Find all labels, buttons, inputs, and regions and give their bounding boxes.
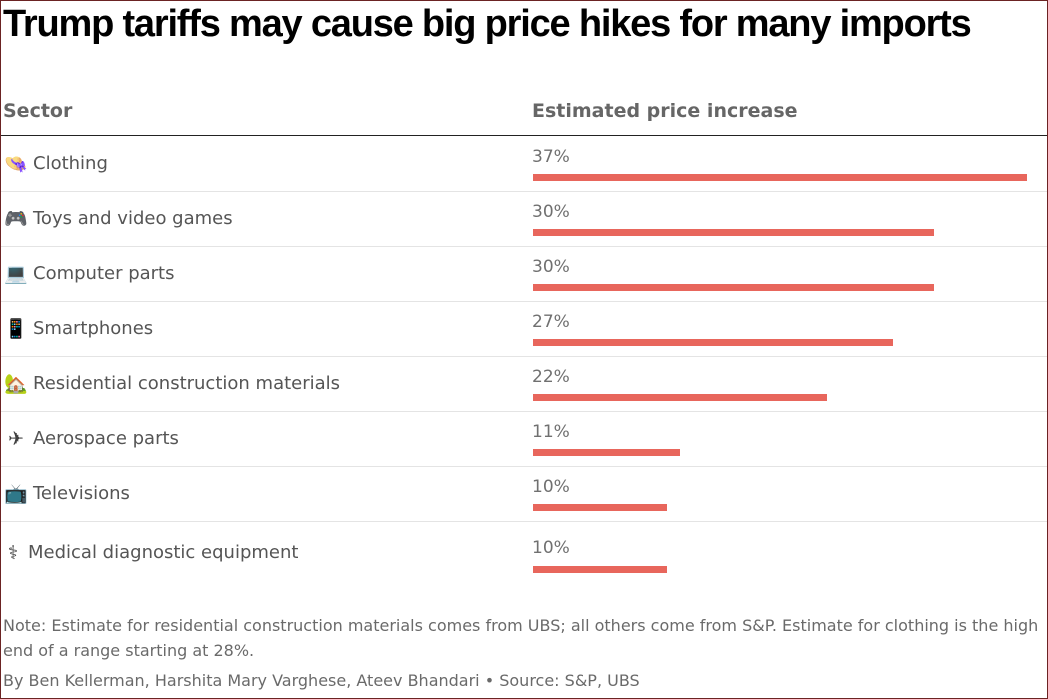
value-label: 22% (532, 367, 570, 387)
bar-row: ✈ Aerospace parts 11% (1, 412, 1047, 467)
column-header-sector: Sector (3, 100, 73, 122)
value-label: 30% (532, 202, 570, 222)
house-icon: 🏡 (4, 373, 28, 395)
stethoscope-icon: ⚕ (7, 542, 19, 564)
bar-row: 💻 Computer parts 30% (1, 247, 1047, 302)
value-label: 10% (532, 477, 570, 497)
airplane-icon: ✈ (8, 428, 24, 450)
chart-note: Note: Estimate for residential construct… (3, 616, 1039, 660)
bar-row: 📱 Smartphones 27% (1, 302, 1047, 357)
bar (533, 449, 680, 456)
hat-icon: 👒 (4, 153, 28, 175)
smartphone-icon: 📱 (4, 318, 28, 340)
value-label: 11% (532, 422, 570, 442)
category-label: Residential construction materials (33, 373, 341, 394)
bar (533, 504, 667, 511)
category-label: Aerospace parts (33, 428, 179, 449)
header-divider (1, 135, 1047, 136)
laptop-icon: 💻 (4, 263, 28, 285)
category-label: Clothing (33, 153, 108, 174)
bar (533, 566, 667, 573)
bar (533, 394, 827, 401)
column-header-estimate: Estimated price increase (532, 100, 798, 122)
bar (533, 174, 1027, 181)
value-label: 30% (532, 257, 570, 277)
bar-row: 🏡 Residential construction materials 22% (1, 357, 1047, 412)
bar (533, 339, 893, 346)
category-label: Computer parts (33, 263, 175, 284)
bar-row: 👒 Clothing 37% (1, 137, 1047, 192)
chart-rows: 👒 Clothing 37% 🎮 Toys and video games 30% 💻 Com… (1, 137, 1047, 584)
category-label: Toys and video games (33, 208, 233, 229)
chart-title: Trump tariffs may cause big price hikes … (3, 3, 972, 45)
bar-row: 🎮 Toys and video games 30% (1, 192, 1047, 247)
bar-row: 📺 Televisions 10% (1, 467, 1047, 522)
category-label: Televisions (33, 483, 130, 504)
value-label: 37% (532, 147, 570, 167)
value-label: 10% (532, 538, 570, 558)
category-label: Smartphones (33, 318, 154, 339)
gamepad-icon: 🎮 (4, 208, 28, 230)
bar (533, 284, 934, 291)
value-label: 27% (532, 312, 570, 332)
category-label: Medical diagnostic equipment (28, 542, 299, 563)
television-icon: 📺 (4, 483, 28, 505)
bar (533, 229, 934, 236)
chart-byline: By Ben Kellerman, Harshita Mary Varghese… (3, 671, 640, 690)
bar-row: ⚕ Medical diagnostic equipment 10% (1, 522, 1047, 584)
